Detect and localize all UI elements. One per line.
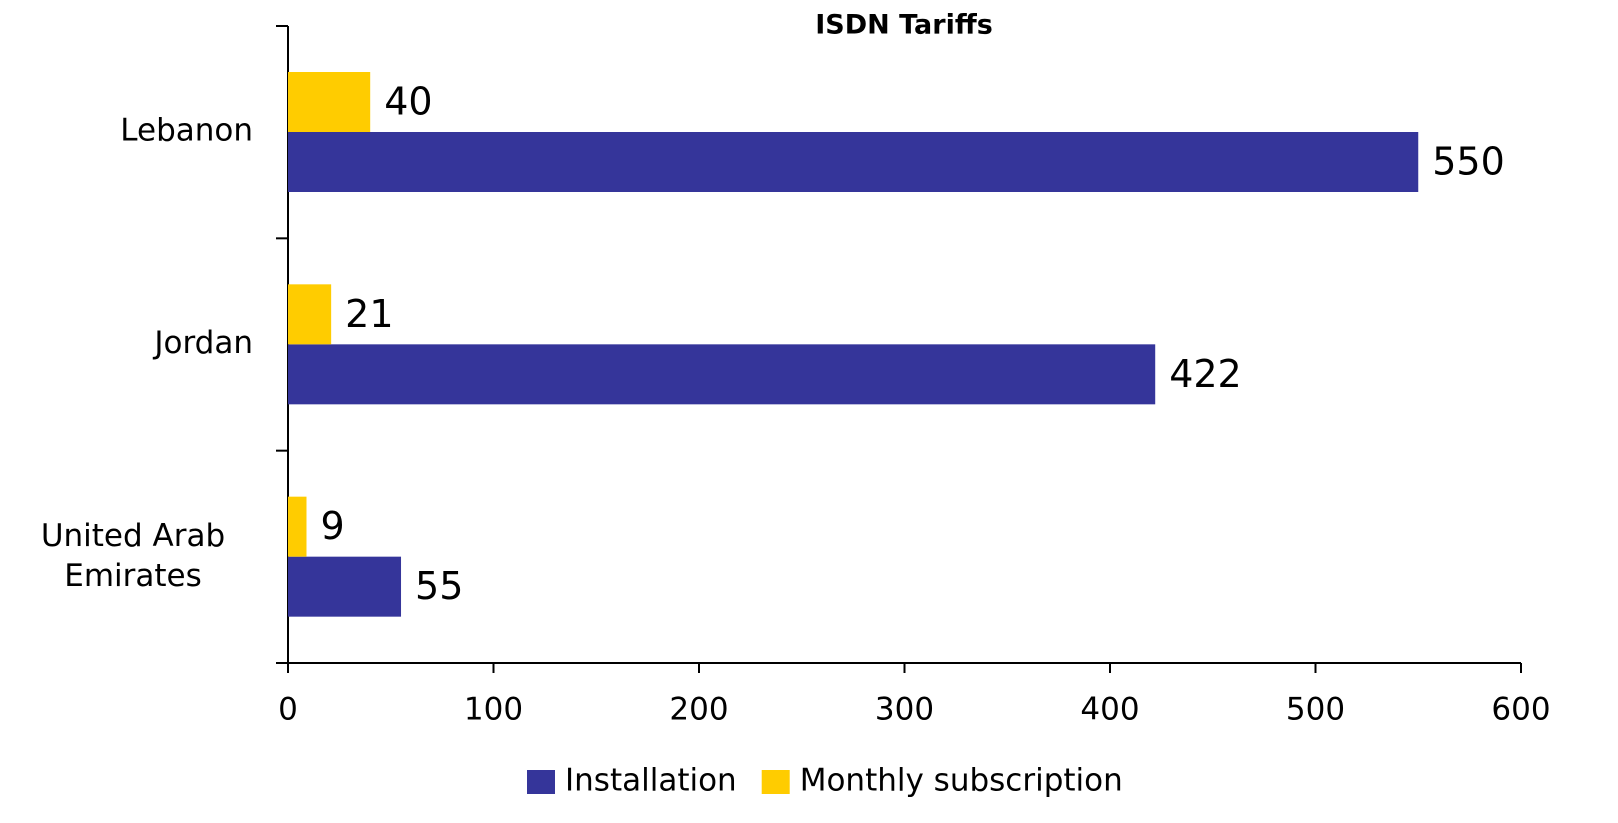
legend-label: Installation [565, 763, 737, 799]
bar [288, 556, 402, 617]
x-tick-label: 500 [1286, 692, 1345, 728]
data-label: 9 [320, 504, 344, 548]
y-tick-label: Lebanon [120, 113, 253, 149]
data-label: 21 [345, 292, 393, 336]
data-label: 422 [1169, 352, 1242, 396]
y-tick-label: United Arab Emirates [41, 517, 225, 593]
x-tick-label: 300 [875, 692, 934, 728]
x-tick-label: 100 [464, 692, 523, 728]
x-tick-label: 600 [1491, 692, 1550, 728]
bar [288, 496, 307, 557]
y-tick-label: Jordan [152, 325, 253, 361]
bar [288, 344, 1156, 405]
legend-label: Monthly subscription [800, 763, 1123, 799]
legend-swatch [527, 770, 555, 794]
data-label: 550 [1432, 140, 1505, 184]
bar [288, 72, 371, 132]
bar [288, 284, 332, 345]
x-tick-label: 0 [278, 692, 298, 728]
x-tick-label: 400 [1080, 692, 1139, 728]
legend-swatch [761, 770, 790, 794]
data-label: 55 [415, 564, 463, 608]
chart-title: ISDN Tariffs [815, 10, 993, 41]
data-label: 40 [384, 80, 432, 124]
bar [288, 132, 1419, 192]
x-tick-label: 200 [669, 692, 728, 728]
